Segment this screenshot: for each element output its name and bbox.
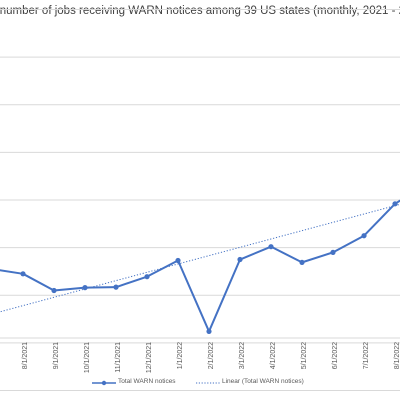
trendline-path — [0, 203, 400, 313]
data-point — [206, 328, 212, 335]
x-tick-label: 8/1/2022 — [394, 342, 400, 369]
data-point — [82, 285, 88, 291]
legend-label-linear-trend: Linear (Total WARN notices) — [222, 378, 304, 385]
x-tick-label: 2/1/2022 — [208, 342, 215, 369]
x-tick-label: 11/1/2021 — [115, 342, 122, 373]
x-tick-label: 5/1/2022 — [301, 342, 308, 369]
data-series — [0, 199, 400, 335]
data-point — [144, 274, 150, 280]
data-point — [392, 201, 398, 207]
chart-title: l number of jobs receiving WARN notices … — [0, 5, 400, 17]
x-tick-label: 12/1/2021 — [146, 342, 153, 373]
x-tick-label: 8/1/2021 — [22, 342, 29, 369]
data-point — [361, 233, 367, 239]
x-tick-label: 6/1/2022 — [332, 342, 339, 369]
legend-swatch-solid-icon — [92, 380, 116, 386]
data-point — [330, 249, 336, 255]
data-point — [299, 259, 305, 265]
legend-swatch-dotted-icon — [196, 382, 220, 384]
gridlines — [0, 9, 400, 391]
data-point — [175, 257, 181, 264]
legend-label-total-warn: Total WARN notices — [118, 378, 176, 385]
x-tick-label: 10/1/2021 — [84, 342, 91, 373]
data-point — [20, 271, 26, 277]
series-line-total-warn — [0, 199, 400, 333]
x-tick-label: 9/1/2021 — [53, 342, 60, 369]
trendline — [0, 203, 400, 313]
legend: Total WARN notices Linear (Total WARN no… — [0, 378, 400, 392]
data-point — [237, 256, 243, 263]
data-point — [51, 287, 57, 294]
x-tick-label: 7/1/2022 — [363, 342, 370, 369]
data-point — [268, 244, 274, 250]
data-point — [113, 284, 119, 290]
x-tick-label: 1/1/2022 — [177, 342, 184, 369]
x-tick-label: 3/1/2022 — [239, 342, 246, 369]
x-tick-label: 4/1/2022 — [270, 342, 277, 369]
x-axis-ticks: 7/1/20218/1/20219/1/202110/1/202111/1/20… — [22, 342, 400, 373]
